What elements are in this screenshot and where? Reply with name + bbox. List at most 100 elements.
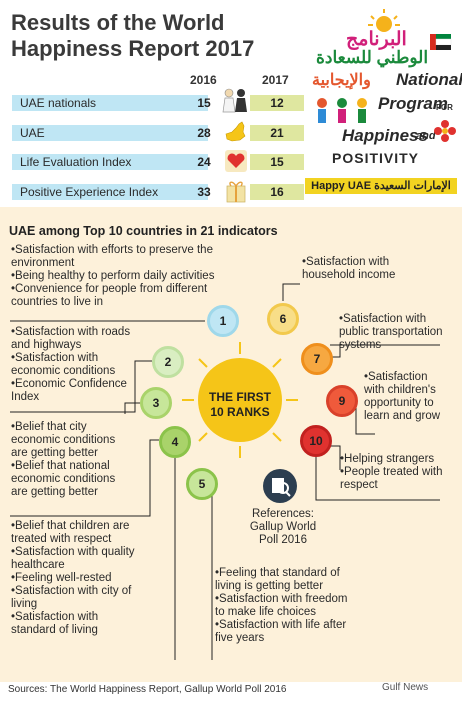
group-10-line: •People treated with: [340, 466, 443, 478]
group-3-line: are getting better: [11, 447, 98, 459]
emirati-people-icon: [222, 88, 247, 113]
group-9-line: •Satisfaction: [364, 371, 428, 383]
group-2-line: •Economic Confidence: [11, 378, 127, 390]
rank-circle-1: 1: [207, 305, 239, 337]
center-label: THE FIRST 10 RANKS: [190, 390, 290, 420]
group-5-line: five years: [215, 632, 265, 644]
group-4-line: •Belief that children are: [11, 520, 130, 532]
group-5-line: •Feeling that standard of: [215, 567, 340, 579]
uae-flag-icon: [430, 34, 452, 50]
group-9-line: opportunity to: [364, 397, 434, 409]
group-rank-2: •Satisfaction with roads and highways •S…: [11, 326, 130, 404]
uae-map-icon: [225, 121, 246, 142]
logo-en-national: National: [396, 70, 462, 89]
row-2017-positive-experience: 16: [250, 184, 304, 200]
logo-arabic-3: والإيجابية: [312, 72, 371, 89]
center-label-line-2: 10 RANKS: [210, 405, 270, 419]
group-7-line: public transportation: [339, 326, 443, 338]
references-line-3: Poll 2016: [259, 534, 307, 546]
row-label-positive-experience: Positive Experience Index: [12, 184, 208, 200]
references-line-1: References:: [251, 508, 314, 520]
group-2-line: Index: [11, 391, 40, 403]
row-label-life-evaluation: Life Evaluation Index: [12, 154, 208, 170]
watermark: Gulf News: [382, 682, 429, 693]
row-2016-uae: 28: [197, 126, 211, 140]
group-3-line: are getting better: [11, 486, 98, 498]
rank-circle-6: 6: [267, 303, 299, 335]
group-1-line: •Being healthy to perform daily activiti…: [11, 270, 215, 282]
group-1-line: environment: [11, 257, 75, 269]
group-4-line: standard of living: [11, 624, 98, 636]
national-program-logo: البرنامج الوطني للسعادة والإيجابية Natio…: [308, 8, 462, 188]
group-4-line: •Satisfaction with quality: [11, 546, 135, 558]
page-title: Results of the World Happiness Report 20…: [11, 10, 301, 62]
group-rank-3: •Belief that city economic conditions ar…: [11, 421, 115, 499]
flower-icon: [434, 120, 456, 142]
logo-arabic-2: الوطني للسعادة: [316, 48, 429, 67]
rank-circle-9: 9: [326, 385, 358, 417]
group-5-line: •Satisfaction with life after: [215, 619, 347, 631]
group-3-line: economic conditions: [11, 473, 116, 485]
rank-circle-2: 2: [152, 346, 184, 378]
sources-footer: Sources: The World Happiness Report, Gal…: [8, 684, 287, 695]
children-icon: [317, 98, 367, 123]
references-line-2: Gallup World: [249, 521, 317, 533]
group-2-line: •Satisfaction with roads: [11, 326, 131, 338]
logo-arabic-1: البرنامج: [346, 29, 407, 50]
group-6-line: household income: [302, 269, 396, 281]
year-2017-header: 2017: [262, 73, 289, 87]
references-icon: [263, 469, 297, 503]
group-10-line: respect: [340, 479, 378, 491]
indicators-panel: [0, 207, 462, 682]
group-4-line: •Satisfaction with: [11, 611, 99, 623]
group-4-line: healthcare: [11, 559, 65, 571]
happy-uae-bar: Happy UAE الإمارات السعيدة: [305, 178, 457, 194]
group-1-line: •Convenience for people from different: [11, 283, 208, 295]
center-label-line-1: THE FIRST: [209, 390, 271, 404]
row-label-uae-nationals: UAE nationals: [12, 95, 208, 111]
rank-circle-5: 5: [186, 468, 218, 500]
group-5-line: to make life choices: [215, 606, 316, 618]
title-line-2: Happiness Report 2017: [11, 36, 255, 61]
group-2-line: and highways: [11, 339, 82, 351]
group-rank-5: •Feeling that standard of living is gett…: [215, 567, 348, 645]
row-2016-positive-experience: 33: [197, 185, 211, 199]
logo-en-and: and: [416, 130, 436, 142]
rank-circle-7: 7: [301, 343, 333, 375]
group-3-line: economic conditions: [11, 434, 116, 446]
rank-circle-10: 10: [300, 425, 332, 457]
group-9-line: with children's: [364, 384, 436, 396]
group-4-line: living: [11, 598, 38, 610]
rank-circle-3: 3: [140, 387, 172, 419]
group-6-line: •Satisfaction with: [302, 256, 390, 268]
logo-en-for: FOR: [436, 103, 453, 112]
group-1-line: countries to live in: [11, 296, 104, 308]
group-7-line: systems: [339, 339, 382, 351]
row-2017-uae-nationals: 12: [250, 95, 304, 111]
row-2017-uae: 21: [250, 125, 304, 141]
sun-icon: [368, 9, 400, 32]
group-4-line: •Feeling well-rested: [11, 572, 112, 584]
row-2016-life-evaluation: 24: [197, 155, 211, 169]
group-2-line: •Satisfaction with: [11, 352, 99, 364]
group-rank-6: •Satisfaction with household income: [302, 256, 395, 282]
group-1-line: •Satisfaction with efforts to preserve t…: [11, 244, 213, 256]
gift-icon: [226, 181, 246, 203]
heart-icon: [225, 150, 247, 172]
group-rank-9: •Satisfaction with children's opportunit…: [364, 371, 440, 423]
group-5-line: living is getting better: [215, 580, 324, 592]
group-10-line: •Helping strangers: [340, 453, 435, 465]
logo-en-happiness: Happiness: [342, 126, 428, 145]
group-rank-7: •Satisfaction with public transportation…: [339, 313, 443, 352]
group-3-line: •Belief that national: [11, 460, 110, 472]
row-2017-life-evaluation: 15: [250, 154, 304, 170]
logo-en-positivity: POSITIVITY: [332, 150, 420, 166]
group-4-line: •Satisfaction with city of: [11, 585, 132, 597]
row-label-uae: UAE: [12, 125, 208, 141]
group-rank-10: •Helping strangers •People treated with …: [340, 453, 442, 492]
group-rank-4: •Belief that children are treated with r…: [11, 520, 135, 637]
references-text: References: Gallup World Poll 2016: [242, 508, 324, 547]
group-5-line: •Satisfaction with freedom: [215, 593, 348, 605]
group-7-line: •Satisfaction with: [339, 313, 427, 325]
